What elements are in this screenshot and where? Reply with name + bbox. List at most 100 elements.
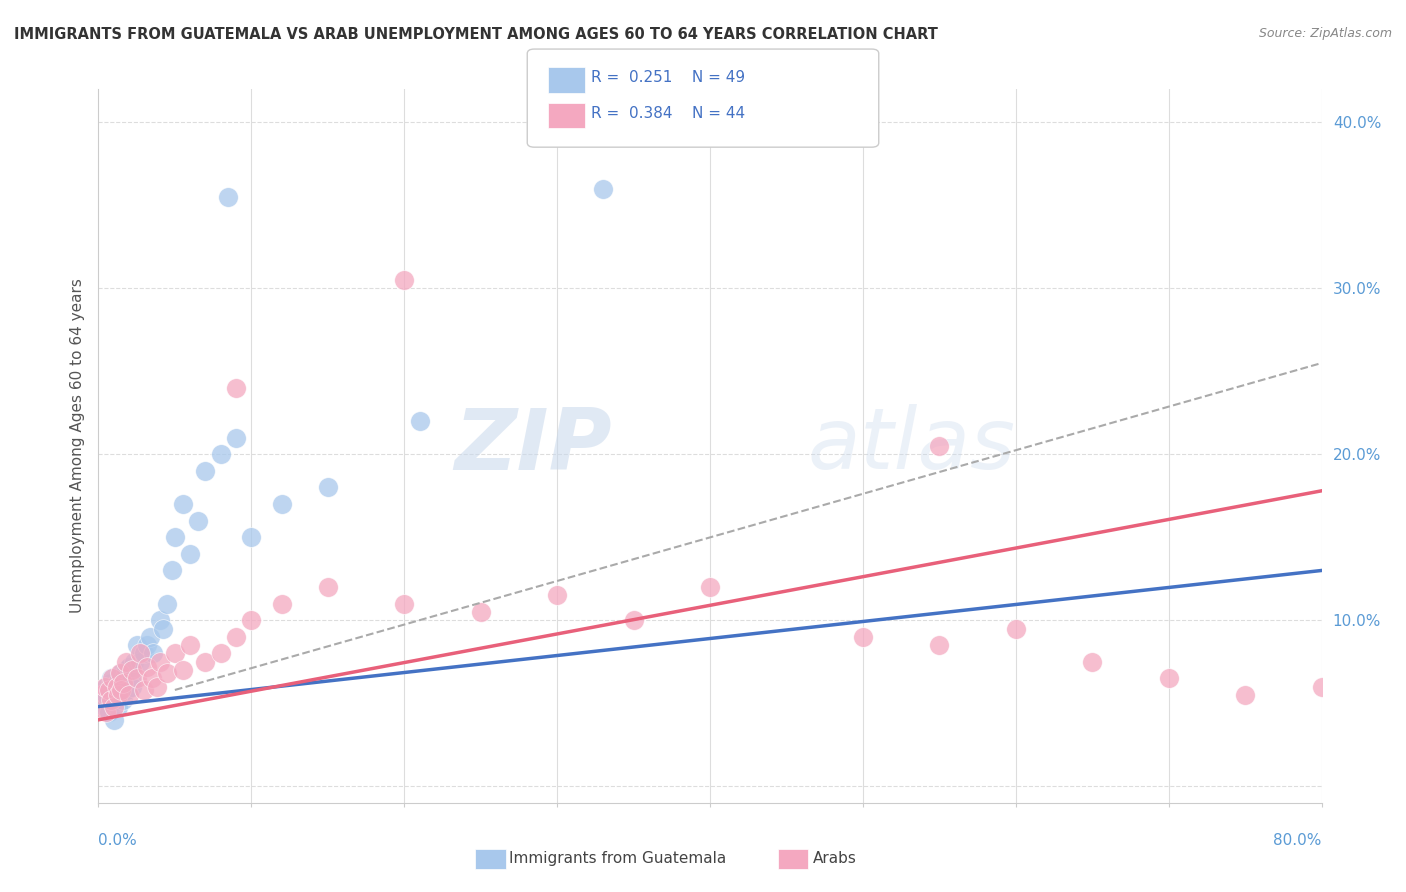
Point	[100, 693, 122, 707]
Point	[152, 622, 174, 636]
Point	[187, 514, 209, 528]
Point	[209, 447, 232, 461]
Point	[128, 647, 150, 661]
Point	[91, 693, 114, 707]
Point	[107, 688, 129, 702]
Point	[194, 655, 217, 669]
Text: 80.0%: 80.0%	[1274, 832, 1322, 847]
Point	[97, 682, 120, 697]
Point	[149, 613, 172, 627]
Point	[101, 696, 124, 710]
Point	[149, 655, 172, 669]
Point	[117, 682, 139, 697]
Point	[107, 699, 129, 714]
Point	[592, 182, 614, 196]
Point	[240, 613, 263, 627]
Point	[408, 414, 430, 428]
Point	[1234, 688, 1257, 702]
Point	[172, 663, 194, 677]
Point	[93, 699, 115, 714]
Point	[98, 682, 121, 697]
Point	[134, 647, 156, 661]
Point	[145, 680, 167, 694]
Point	[90, 688, 112, 702]
Point	[101, 671, 124, 685]
Point	[120, 671, 142, 685]
Point	[225, 381, 247, 395]
Point	[136, 638, 159, 652]
Point	[163, 647, 186, 661]
Point	[699, 580, 721, 594]
Point	[100, 676, 122, 690]
Text: atlas: atlas	[808, 404, 1017, 488]
Point	[100, 671, 122, 685]
Point	[94, 688, 117, 702]
Point	[139, 630, 162, 644]
Point	[316, 481, 339, 495]
Point	[90, 696, 112, 710]
Point	[270, 597, 292, 611]
Text: Arabs: Arabs	[813, 852, 856, 866]
Point	[104, 682, 127, 697]
Point	[98, 705, 121, 719]
Point	[1157, 671, 1180, 685]
Point	[121, 663, 143, 677]
Text: R =  0.384    N = 44: R = 0.384 N = 44	[591, 106, 745, 120]
Point	[110, 688, 132, 702]
Point	[128, 655, 150, 669]
Point	[105, 680, 128, 694]
Point	[209, 647, 232, 661]
Point	[136, 659, 159, 673]
Text: Immigrants from Guatemala: Immigrants from Guatemala	[509, 852, 727, 866]
Point	[115, 655, 138, 669]
Point	[316, 580, 339, 594]
Point	[141, 671, 163, 685]
Point	[546, 588, 568, 602]
Point	[217, 190, 239, 204]
Point	[270, 497, 292, 511]
Y-axis label: Unemployment Among Ages 60 to 64 years: Unemployment Among Ages 60 to 64 years	[69, 278, 84, 614]
Point	[179, 638, 201, 652]
Point	[623, 613, 645, 627]
Point	[115, 663, 138, 677]
Text: Source: ZipAtlas.com: Source: ZipAtlas.com	[1258, 27, 1392, 40]
Point	[156, 597, 179, 611]
Point	[110, 666, 132, 681]
Point	[111, 676, 134, 690]
Point	[160, 564, 183, 578]
Point	[225, 630, 247, 644]
Point	[122, 655, 145, 669]
Text: 0.0%: 0.0%	[98, 832, 138, 847]
Point	[1081, 655, 1104, 669]
Text: IMMIGRANTS FROM GUATEMALA VS ARAB UNEMPLOYMENT AMONG AGES 60 TO 64 YEARS CORRELA: IMMIGRANTS FROM GUATEMALA VS ARAB UNEMPL…	[14, 27, 938, 42]
Point	[142, 647, 165, 661]
Point	[121, 680, 143, 694]
Point	[111, 693, 134, 707]
Point	[103, 699, 125, 714]
Point	[103, 713, 125, 727]
Text: ZIP: ZIP	[454, 404, 612, 488]
Point	[108, 666, 131, 681]
Point	[928, 638, 950, 652]
Point	[392, 597, 416, 611]
Point	[163, 530, 186, 544]
Point	[118, 688, 141, 702]
Point	[103, 688, 125, 702]
Point	[125, 671, 148, 685]
Point	[134, 682, 156, 697]
Point	[470, 605, 492, 619]
Point	[94, 680, 117, 694]
Point	[240, 530, 263, 544]
Point	[172, 497, 194, 511]
Point	[94, 705, 117, 719]
Point	[93, 680, 115, 694]
Text: R =  0.251    N = 49: R = 0.251 N = 49	[591, 70, 745, 85]
Point	[852, 630, 875, 644]
Point	[225, 431, 247, 445]
Point	[156, 666, 179, 681]
Point	[194, 464, 217, 478]
Point	[110, 682, 132, 697]
Point	[125, 638, 148, 652]
Point	[108, 680, 131, 694]
Point	[107, 688, 129, 702]
